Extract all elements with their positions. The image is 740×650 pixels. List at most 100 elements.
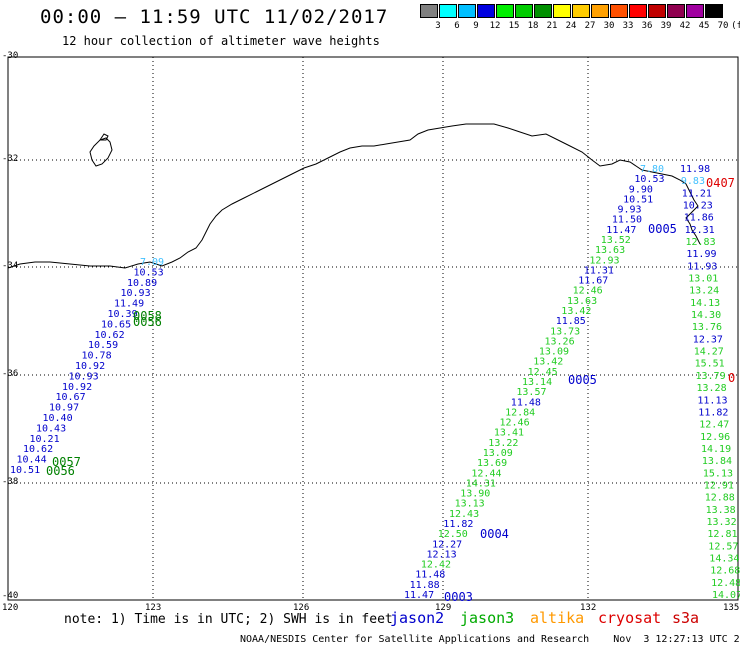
- time-tag: 0004: [480, 527, 509, 541]
- wave-height-label: 12.88: [705, 493, 735, 504]
- satellite-legend-item: cryosat: [598, 609, 662, 627]
- wave-height-label: 11.93: [687, 261, 717, 272]
- wave-height-label: 10.23: [683, 201, 713, 212]
- wave-height-label: 10.93: [121, 288, 151, 299]
- wave-height-label: 10.51: [623, 194, 653, 205]
- time-tag: 0056: [133, 315, 162, 329]
- latitude-label: -38: [2, 477, 19, 487]
- color-scale-label: 6: [454, 21, 460, 31]
- wave-height-label: 13.22: [488, 438, 518, 449]
- wave-height-label: 10.39: [108, 309, 138, 320]
- wave-height-label: 13.63: [567, 296, 597, 307]
- wave-height-label: 12.50: [438, 529, 468, 540]
- color-swatch: [610, 4, 628, 18]
- wave-height-label: 10.67: [56, 392, 86, 403]
- wave-height-label: 12.81: [707, 529, 737, 540]
- color-swatch: [496, 4, 514, 18]
- wave-height-label: 11.67: [578, 276, 608, 287]
- wave-height-label: 13.84: [702, 456, 732, 467]
- wave-height-label: 10.21: [30, 434, 60, 445]
- coastline: [7, 123, 701, 269]
- wave-height-label: 11.49: [114, 299, 144, 310]
- wave-height-label: 9.90: [629, 184, 653, 195]
- wave-height-label: 12.42: [421, 560, 451, 571]
- wave-height-label: 10.51: [10, 465, 40, 476]
- wave-height-label: 12.57: [708, 541, 738, 552]
- time-tag: 0005: [648, 222, 677, 236]
- color-swatch: [686, 4, 704, 18]
- wave-height-label: 10.97: [49, 403, 79, 414]
- wave-height-label: 10.43: [36, 423, 66, 434]
- wave-height-label: 10.89: [127, 278, 157, 289]
- island-small: [99, 133, 109, 141]
- wave-height-label: 12.68: [710, 566, 740, 577]
- time-tag: 0056: [46, 464, 75, 478]
- wave-height-label: 10.40: [43, 413, 73, 424]
- wave-height-label: 12.84: [505, 407, 535, 418]
- wave-height-label: 11.13: [697, 395, 727, 406]
- wave-height-label: 12.31: [685, 225, 715, 236]
- color-swatch: [439, 4, 457, 18]
- wave-height-label: 12.96: [700, 432, 730, 443]
- color-scale-label: 15: [508, 21, 520, 31]
- wave-height-label: 12.27: [432, 539, 462, 550]
- longitude-label: 126: [293, 603, 310, 613]
- page-subtitle: 12 hour collection of altimeter wave hei…: [62, 34, 380, 48]
- color-scale-label: 18: [527, 21, 539, 31]
- wave-height-label: 11.47: [404, 590, 434, 601]
- track-layer: 7.0910.5310.8910.9311.4910.3910.6510.621…: [10, 164, 740, 604]
- footer-credit: NOAA/NESDIS Center for Satellite Applica…: [240, 634, 740, 645]
- wave-height-label: 10.53: [634, 174, 664, 185]
- color-swatch: [705, 4, 723, 18]
- wave-height-label: 15.51: [695, 359, 725, 370]
- wave-height-label: 13.28: [697, 383, 727, 394]
- wave-height-label: 13.38: [706, 505, 736, 516]
- wave-height-label: 11.21: [682, 188, 712, 199]
- wave-height-label: 10.65: [101, 319, 131, 330]
- satellite-legend-item: jason3: [460, 609, 515, 627]
- wave-height-label: 13.13: [455, 499, 485, 510]
- wave-height-label: 13.90: [460, 489, 490, 500]
- wave-height-label: 13.73: [550, 326, 580, 337]
- wave-height-label: 13.63: [595, 245, 625, 256]
- wave-height-label: 10.62: [23, 444, 53, 455]
- wave-height-label: 14.31: [466, 478, 496, 489]
- wave-height-label: 12.91: [704, 481, 734, 492]
- wave-height-label: 10.92: [75, 361, 105, 372]
- wave-height-label: 9.93: [618, 205, 642, 216]
- color-swatch: [477, 4, 495, 18]
- color-scale-label: 12: [489, 21, 501, 31]
- wave-height-label: 13.79: [696, 371, 726, 382]
- color-scale-label: 9: [473, 21, 479, 31]
- wave-height-label: 7.80: [640, 164, 664, 175]
- wave-height-label: 11.50: [612, 215, 642, 226]
- wave-height-label: 11.88: [410, 580, 440, 591]
- wave-height-label: 12.93: [589, 255, 619, 266]
- latitude-label: -40: [2, 591, 19, 601]
- wave-height-label: 13.32: [707, 517, 737, 528]
- wave-height-label: 13.24: [689, 286, 719, 297]
- color-scale-label: 3: [435, 21, 441, 31]
- wave-height-label: 12.45: [528, 367, 558, 378]
- wave-height-label: 13.09: [483, 448, 513, 459]
- wave-height-label: 13.42: [561, 306, 591, 317]
- wave-height-label: 11.82: [443, 519, 473, 530]
- longitude-label: 129: [435, 603, 452, 613]
- longitude-label: 120: [2, 603, 19, 613]
- color-scale-label: 36: [641, 21, 653, 31]
- footer-note: note: 1) Time is in UTC; 2) SWH is in fe…: [64, 612, 393, 627]
- color-scale-label: 30: [603, 21, 615, 31]
- color-scale-label: 39: [660, 21, 672, 31]
- longitude-label: 132: [580, 603, 597, 613]
- satellite-legend-item: jason2: [390, 609, 445, 627]
- color-swatch: [458, 4, 476, 18]
- wave-height-label: 12.43: [449, 509, 479, 520]
- wave-height-label: 12.46: [500, 418, 530, 429]
- wave-height-label: 11.48: [511, 397, 541, 408]
- satellite-legend-item: s3a: [672, 609, 700, 627]
- color-scale-label: 33: [622, 21, 634, 31]
- wave-height-label: 14.27: [694, 347, 724, 358]
- color-swatch: [648, 4, 666, 18]
- time-tag: 0: [728, 371, 735, 385]
